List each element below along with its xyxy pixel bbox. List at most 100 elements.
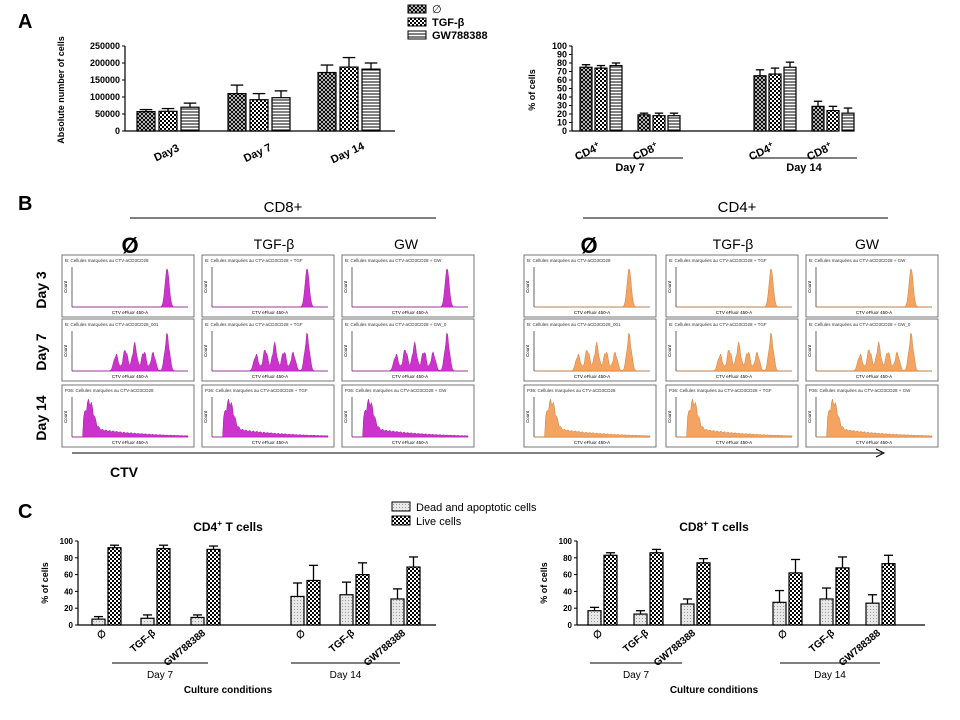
y-tick-label: 20 [64,604,73,613]
histogram-caption: B: Cellules marquées au CTV-aCD3CD28 + G… [809,322,911,327]
histogram-cell: B: Cellules marquées au CTV-aCD3CD28 + T… [665,254,799,318]
legend-c: Dead and apoptotic cells Live cells [391,501,537,528]
day-label: Day 14 [814,670,846,681]
panel-label-b: B [18,193,32,215]
chart-title-sup: + [217,518,222,528]
histogram-fill [212,332,328,372]
legend-a-label-2: TGF-β [432,17,465,29]
bar [865,602,880,626]
histogram-frame [201,318,335,382]
condition-label: ∅ [776,628,790,642]
histogram-cell: B: Cellules marquées au CTV-aCD3CD28 + G… [805,318,939,382]
day-label: Day 14 [330,670,362,681]
bar [136,111,156,132]
y-tick-label: 100 [552,41,567,51]
histogram-fill [352,268,468,308]
histogram-cell: B: Cellules marquées au CTV-aCD3CD28 Coun… [61,254,195,318]
chart-a-absolute-number: 0 50000 100000 150000 200000 250000 Absolute n… [56,36,395,166]
histogram-frame [61,254,195,318]
panel-b-histograms: CD8+ CD4+ Ø TGF-β GW Ø TGF-β GW Day 3 Da… [33,199,939,480]
chart-title-rest: T cells [222,520,263,534]
histogram-ylabel: Count [525,280,530,293]
histogram-frame [665,384,799,448]
chart-title-base: CD8 [679,520,703,534]
y-tick-label: 0 [69,621,74,630]
histogram-cell: P36: Cellules marquées au CTV-aCD3CD28 +… [805,384,939,448]
y-tick-label: 80 [563,554,572,563]
subgroup-label-sup: + [824,139,832,149]
y-axis-title: % of cells [539,562,549,604]
histogram-xlabel: CTV eFluor 450-A [112,374,148,379]
histogram-fill [72,332,188,372]
cd8-group-title: CD8+ [264,199,303,216]
histogram-fill [352,398,469,438]
bar [811,105,825,132]
y-axis-title: % of cells [527,69,537,111]
histogram-cell: B: Cellules marquées au CTV-aCD3CD28 + G… [341,254,475,318]
histogram-caption: B: Cellules marquées au CTV-aCD3CD28_001 [527,322,621,327]
y-tick-label: 30 [557,101,567,111]
histogram-ylabel: Count [63,344,68,357]
histogram-caption: P36: Cellules marquées au CTV-aCD3CD28 [527,388,616,393]
bar [753,75,767,132]
bar [317,71,337,132]
legend-a-swatch-3 [407,30,427,40]
condition-label: TGF-β [128,628,158,655]
histogram-cell: P36: Cellules marquées au CTV-aCD3CD28 +… [341,384,475,448]
histogram-caption: P36: Cellules marquées au CTV-aCD3CD28 +… [809,388,911,393]
histogram-cell: B: Cellules marquées au CTV-aCD3CD28_001… [523,318,657,382]
histogram-frame [201,384,335,448]
histogram-ylabel: Count [203,344,208,357]
day-label: Day 14 [786,162,822,174]
histogram-cell: B: Cellules marquées au CTV-aCD3CD28 + T… [201,254,335,318]
histogram-xlabel: CTV eFluor 450-A [252,374,288,379]
histogram-ylabel: Count [807,344,812,357]
y-tick-label: 150000 [90,75,120,85]
histogram-fill [534,398,651,438]
condition-label: TGF-β [327,628,357,655]
ctv-axis-label: CTV [110,464,139,480]
condition-label: TGF-β [807,628,837,655]
histogram-ylabel: Count [343,410,348,423]
y-tick-label: 60 [563,571,572,580]
histogram-frame [665,254,799,318]
y-tick-label: 90 [557,50,567,60]
bar [190,616,205,626]
histogram-cell: B: Cellules marquées au CTV-aCD3CD28 + G… [341,318,475,382]
histogram-xlabel: CTV eFluor 450-A [856,440,892,445]
histogram-xlabel: CTV eFluor 450-A [252,440,288,445]
bar [339,594,354,626]
chart-title: CD8+ T cells [679,518,749,534]
bar [361,68,381,132]
histogram-cell: B: Cellules marquées au CTV-aCD3CD28_001… [61,318,195,382]
legend-c-swatch-1 [391,501,411,512]
y-tick-label: 80 [64,554,73,563]
histogram-frame [665,318,799,382]
histogram-fill [816,398,933,438]
day-label: Day 7 [615,162,644,174]
histogram-fill [212,268,328,308]
bar [390,598,405,626]
y-tick-label: 60 [557,75,567,85]
y-axis-title: Absolute number of cells [56,36,66,144]
bar [355,573,370,626]
bar [249,99,269,132]
bar [290,595,305,626]
legend-c-swatch-2 [391,515,411,526]
bar [587,610,602,626]
histogram-frame [341,318,475,382]
subgroup-label-sup: + [766,139,774,149]
bar [306,579,321,626]
histogram-grid: B: Cellules marquées au CTV-aCD3CD28 Coun… [61,254,939,448]
bar [206,548,221,626]
histogram-frame [341,384,475,448]
histogram-frame [523,254,657,318]
histogram-caption: B: Cellules marquées au CTV-aCD3CD28 + T… [669,258,767,263]
histogram-xlabel: CTV eFluor 450-A [716,310,752,315]
bar [881,563,896,626]
chart-c-cd4: 0 20 40 60 80 100 % of cells CD4+ T cells ∅ TGF-β… [40,518,436,696]
histogram-xlabel: CTV eFluor 450-A [112,310,148,315]
histogram-ylabel: Count [343,280,348,293]
